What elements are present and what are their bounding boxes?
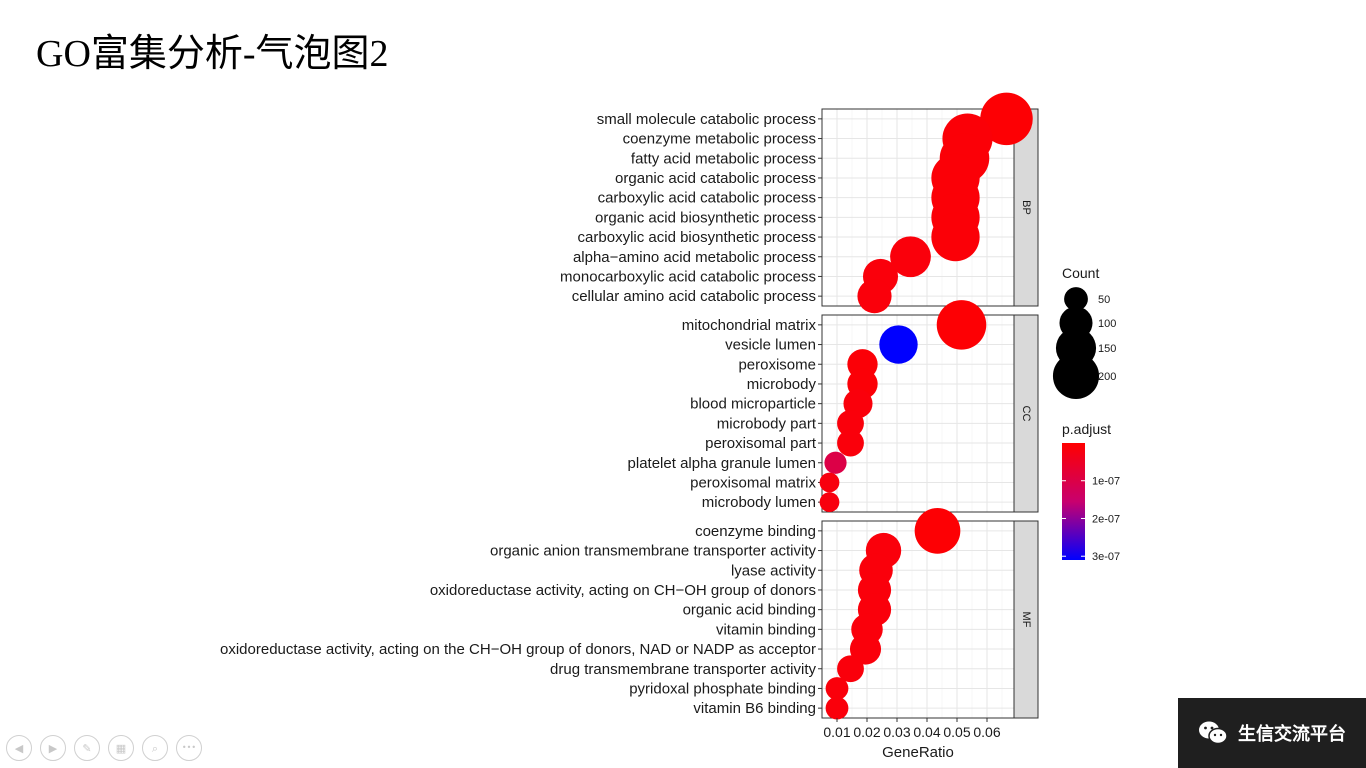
term-label: organic anion transmembrane transporter …: [490, 543, 816, 560]
bubble-point: [857, 279, 892, 314]
bubble-point: [819, 472, 840, 493]
term-label: microbody part: [717, 415, 817, 432]
term-label: small molecule catabolic process: [597, 111, 816, 128]
term-label: organic acid biosynthetic process: [595, 209, 816, 226]
term-label: peroxisome: [738, 356, 816, 373]
bubble-point: [825, 677, 849, 700]
next-slide-button[interactable]: ▶: [40, 735, 66, 761]
color-legend-label: 1e-07: [1092, 476, 1120, 488]
bubble-point: [837, 655, 864, 683]
bubble-point: [824, 451, 847, 474]
facet-strip-cc: [1013, 314, 1039, 513]
x-tick-label: 0.02: [853, 724, 880, 740]
bubble-point: [837, 409, 864, 437]
term-label: microbody: [747, 376, 817, 393]
watermark-badge: 生信交流平台: [1178, 698, 1366, 768]
size-legend-label: 200: [1098, 371, 1116, 383]
term-label: oxidoreductase activity, acting on CH−OH…: [430, 582, 816, 599]
bubble-point: [890, 236, 931, 278]
term-label: lyase activity: [731, 562, 817, 579]
facet-label-mf: MF: [1020, 612, 1032, 628]
more-options-button[interactable]: •••: [176, 735, 202, 761]
term-label: cellular amino acid catabolic process: [572, 288, 816, 305]
size-legend-title: Count: [1062, 265, 1099, 281]
zoom-button[interactable]: ⌕: [142, 735, 168, 761]
size-legend-label: 50: [1098, 294, 1110, 306]
term-label: vitamin binding: [716, 621, 816, 638]
pen-icon: ✎: [82, 741, 92, 755]
term-label: coenzyme binding: [695, 523, 816, 540]
term-label: carboxylic acid biosynthetic process: [578, 229, 816, 246]
prev-slide-button[interactable]: ◀: [6, 735, 32, 761]
color-legend-bar: [1062, 443, 1085, 560]
bubble-point: [825, 696, 849, 720]
x-axis-title: GeneRatio: [882, 744, 954, 761]
bubble-point: [879, 325, 918, 364]
term-label: peroxisomal matrix: [690, 474, 816, 491]
bubble-point: [980, 92, 1033, 146]
size-legend-dot: [1052, 352, 1100, 400]
term-label: coenzyme metabolic process: [623, 131, 816, 148]
bubble-point: [849, 633, 882, 665]
slide-title: GO富集分析-气泡图2: [36, 33, 389, 75]
term-label: organic acid binding: [683, 602, 816, 619]
term-label: carboxylic acid catabolic process: [598, 190, 816, 207]
color-legend-label: 3e-07: [1092, 551, 1120, 563]
term-label: microbody lumen: [702, 494, 816, 511]
wechat-icon: [1199, 721, 1228, 745]
size-legend-dot: [1064, 287, 1088, 311]
color-legend-title: p.adjust: [1062, 421, 1111, 437]
grid-icon: ▦: [115, 741, 127, 755]
arrow-left-icon: ◀: [14, 741, 24, 755]
x-tick-label: 0.01: [823, 724, 850, 740]
color-legend-label: 2e-07: [1092, 513, 1120, 525]
term-label: alpha−amino acid metabolic process: [573, 249, 816, 266]
x-tick-label: 0.05: [943, 724, 970, 740]
x-tick-label: 0.03: [883, 724, 910, 740]
term-label: monocarboxylic acid catabolic process: [560, 268, 816, 285]
facet-strip-mf: [1013, 520, 1039, 719]
size-legend-label: 100: [1098, 318, 1116, 330]
facet-label-cc: CC: [1020, 406, 1032, 422]
magnifier-icon: ⌕: [151, 741, 159, 755]
term-label: vitamin B6 binding: [693, 700, 816, 717]
arrow-right-icon: ▶: [48, 741, 58, 755]
term-label: platelet alpha granule lumen: [628, 455, 816, 472]
term-label: vesicle lumen: [725, 337, 816, 354]
term-label: drug transmembrane transporter activity: [550, 661, 816, 678]
bubble-point: [931, 212, 980, 262]
bubble-point: [936, 300, 987, 350]
term-label: fatty acid metabolic process: [631, 150, 816, 167]
x-tick-label: 0.06: [973, 724, 1000, 740]
term-label: organic acid catabolic process: [615, 170, 816, 187]
size-legend-label: 150: [1098, 343, 1116, 355]
slides-overview-button[interactable]: ▦: [108, 735, 134, 761]
more-icon: •••: [181, 743, 197, 752]
term-label: oxidoreductase activity, acting on the C…: [220, 641, 816, 658]
facet-panel-mf: [822, 521, 1014, 718]
bubble-point: [837, 429, 864, 457]
x-tick-label: 0.04: [913, 724, 940, 740]
legend: Count 50 100 150 200 p.adjust 1e-07 2e-07 3e-…: [1052, 265, 1120, 563]
bubble-point: [819, 492, 840, 513]
pen-button[interactable]: ✎: [74, 735, 100, 761]
watermark-text: 生信交流平台: [1238, 724, 1346, 745]
term-label: blood microparticle: [690, 396, 816, 413]
slideshow-toolbar: ◀ ▶ ✎ ▦ ⌕ •••: [6, 735, 202, 763]
term-label: mitochondrial matrix: [682, 317, 817, 334]
term-label: peroxisomal part: [705, 435, 817, 452]
facet-label-bp: BP: [1020, 200, 1032, 215]
term-label: pyridoxal phosphate binding: [629, 680, 816, 697]
bubble-point: [914, 508, 961, 554]
